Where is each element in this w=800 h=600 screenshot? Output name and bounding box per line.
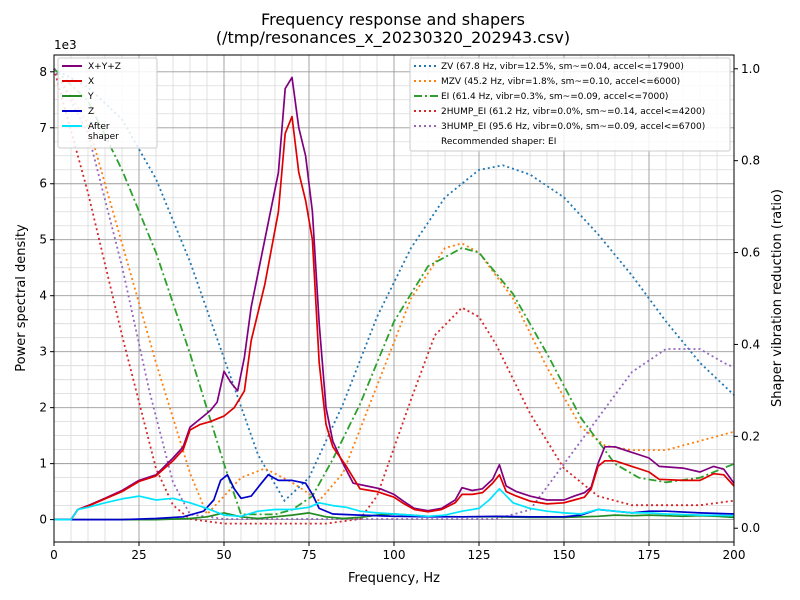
y-tick-label: 5	[39, 233, 47, 247]
y-tick-label: 1	[39, 457, 47, 471]
psd-line-1	[54, 115, 735, 521]
shaper-legend-label-0: ZV (67.8 Hz, vibr=12.5%, sm~=0.04, accel…	[441, 62, 684, 72]
x-tick-label: 0	[50, 548, 58, 562]
legend-label-1: X	[88, 77, 94, 87]
x-tick-label: 50	[216, 548, 231, 562]
psd-lines	[54, 76, 735, 521]
shaper-line-2	[53, 68, 735, 516]
shaper-line-1	[53, 68, 735, 517]
y-tick-label: 7	[39, 121, 47, 135]
shaper-line-4	[53, 68, 735, 520]
y2-tick-label: 0.4	[741, 337, 760, 351]
legend-psd: X+Y+Z XYZ After shaper	[57, 57, 158, 149]
x-axis-label: Frequency, Hz	[348, 571, 440, 586]
y2-tick-label: 0.0	[741, 521, 760, 535]
y-tick-label: 3	[39, 345, 47, 359]
y2-axis-label: Shaper vibration reduction (ratio)	[770, 189, 785, 407]
legend-label-line: shaper	[88, 132, 119, 142]
legend-label-3: Z	[88, 107, 94, 117]
x-tick-label: 175	[638, 548, 661, 562]
y-tick-label: 4	[39, 289, 47, 303]
y-axis-ticks: 0 1 2 3 4 5 6 7 8	[39, 65, 54, 527]
y2-tick-label: 1.0	[741, 62, 760, 76]
legend-label-line: After	[88, 122, 110, 132]
legend-label-0: X+Y+Z	[88, 62, 121, 72]
shaper-legend-label-1: MZV (45.2 Hz, vibr=1.8%, sm~=0.10, accel…	[441, 77, 680, 87]
legend-box	[57, 57, 158, 149]
y-axis-label: Power spectral density	[14, 224, 29, 372]
legend-label-line: X	[88, 77, 94, 87]
shaper-legend-label-2: EI (61.4 Hz, vibr=0.3%, sm~=0.09, accel<…	[441, 92, 668, 102]
y2-tick-label: 0.8	[741, 154, 760, 168]
shaper-line-0	[53, 68, 735, 503]
x-tick-label: 75	[301, 548, 316, 562]
chart-title: Frequency response and shapers	[261, 10, 525, 29]
y-tick-label: 6	[39, 177, 47, 191]
y-tick-label: 0	[39, 513, 47, 527]
y-tick-label: 8	[39, 65, 47, 79]
x-tick-label: 25	[131, 548, 146, 562]
legend-shapers: ZV (67.8 Hz, vibr=12.5%, sm~=0.04, accel…	[409, 57, 731, 152]
x-tick-label: 125	[468, 548, 491, 562]
x-tick-label: 150	[553, 548, 576, 562]
chart-subtitle: (/tmp/resonances_x_20230320_202943.csv)	[216, 28, 570, 48]
recommended-shaper-label: Recommended shaper: EI	[441, 137, 556, 147]
legend-label-line: Z	[88, 107, 94, 117]
y-multiplier-label: 1e3	[54, 38, 77, 52]
legend-label-line: Y	[87, 92, 94, 102]
x-axis-ticks: 0 25 50 75 100 125 150 175 200	[50, 542, 745, 562]
psd-line-4	[54, 487, 735, 521]
x-tick-label: 100	[383, 548, 406, 562]
y2-tick-label: 0.2	[741, 429, 760, 443]
y-tick-label: 2	[39, 401, 47, 415]
shaper-legend-label-4: 3HUMP_EI (95.6 Hz, vibr=0.0%, sm~=0.09, …	[441, 122, 705, 132]
x-tick-label: 200	[723, 548, 746, 562]
legend-label-2: Y	[87, 92, 94, 102]
legend-label-line: X+Y+Z	[88, 62, 121, 72]
legend-box	[409, 57, 731, 152]
y2-axis-ticks: 0.0 0.2 0.4 0.6 0.8 1.0	[734, 62, 760, 535]
legend-label-4: After shaper	[88, 122, 119, 142]
shaper-legend-label-3: 2HUMP_EI (61.2 Hz, vibr=0.0%, sm~=0.14, …	[441, 107, 705, 117]
y2-tick-label: 0.6	[741, 246, 760, 260]
